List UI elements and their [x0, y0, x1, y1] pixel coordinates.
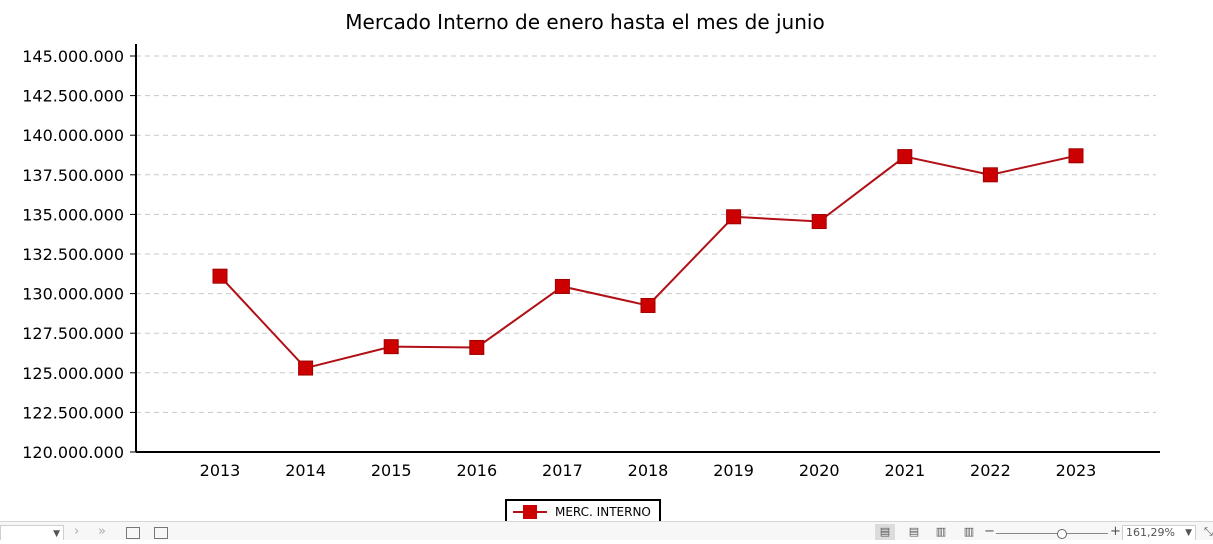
- x-tick-label: 2019: [713, 461, 754, 480]
- zoom-in-icon[interactable]: +: [1110, 524, 1121, 539]
- legend-swatch: [513, 505, 547, 519]
- x-tick-label: 2015: [371, 461, 412, 480]
- duplicate-sheet-icon[interactable]: [154, 524, 170, 540]
- y-tick-label: 135.000.000: [22, 205, 124, 224]
- x-tick-label: 2017: [542, 461, 583, 480]
- y-tick-label: 120.000.000: [22, 443, 124, 462]
- x-tick-label: 2018: [628, 461, 669, 480]
- x-tick-label: 2016: [456, 461, 497, 480]
- y-tick-label: 130.000.000: [22, 285, 124, 304]
- legend: MERC. INTERNO: [505, 499, 661, 523]
- x-tick-label: 2020: [799, 461, 840, 480]
- y-tick-label: 142.500.000: [22, 87, 124, 106]
- zoom-slider[interactable]: [996, 524, 1108, 540]
- chevron-down-icon: ▼: [53, 529, 60, 539]
- data-point-2018: [640, 297, 656, 313]
- grid-lines: [136, 55, 1156, 413]
- series-merc-interno: [212, 148, 1084, 376]
- x-tick-label: 2022: [970, 461, 1011, 480]
- status-bar: ▼ › » ▤ ▤ ▥ ▥ − + 161,29% ▼ ⤡: [0, 521, 1213, 540]
- y-axis-tick-labels: 120.000.000 122.500.000 125.000.000 127.500…: [22, 47, 136, 462]
- data-point-2021: [897, 149, 913, 165]
- zoom-level-value: 161,29%: [1126, 526, 1175, 539]
- x-tick-label: 2014: [285, 461, 326, 480]
- y-tick-label: 122.500.000: [22, 403, 124, 422]
- y-tick-label: 127.500.000: [22, 324, 124, 343]
- book-view-icon[interactable]: ▥: [963, 525, 975, 538]
- x-tick-label: 2013: [200, 461, 241, 480]
- data-point-2020: [811, 214, 827, 230]
- zoom-level-select[interactable]: 161,29% ▼: [1122, 525, 1196, 540]
- y-tick-label: 132.500.000: [22, 245, 124, 264]
- web-view-icon[interactable]: ▤: [908, 525, 920, 538]
- data-point-2023: [1068, 148, 1084, 164]
- x-tick-label: 2021: [884, 461, 925, 480]
- y-tick-label: 125.000.000: [22, 364, 124, 383]
- line-chart: Mercado Interno de enero hasta el mes de…: [22, 10, 1160, 480]
- series-line: [219, 154, 1077, 370]
- sheet-select[interactable]: ▼: [0, 525, 64, 540]
- normal-view-icon[interactable]: ▤: [875, 524, 895, 540]
- x-tick-label: 2023: [1056, 461, 1097, 480]
- chart-area: Mercado Interno de enero hasta el mes de…: [22, 10, 1160, 480]
- zoom-out-icon[interactable]: −: [984, 524, 995, 539]
- zoom-slider-handle[interactable]: [1057, 529, 1067, 539]
- chart-title: Mercado Interno de enero hasta el mes de…: [345, 10, 824, 34]
- y-tick-label: 145.000.000: [22, 47, 124, 66]
- legend-label: MERC. INTERNO: [555, 505, 651, 519]
- resize-icon[interactable]: ⤡: [1204, 525, 1213, 538]
- data-point-2022: [982, 167, 998, 183]
- data-point-2016: [469, 339, 485, 355]
- double-chevron-right-icon[interactable]: »: [98, 524, 106, 539]
- data-point-2013: [212, 268, 228, 284]
- chevron-right-icon[interactable]: ›: [74, 524, 80, 539]
- two-page-view-icon[interactable]: ▥: [935, 525, 947, 538]
- data-point-2019: [726, 209, 742, 225]
- data-point-2015: [383, 339, 399, 355]
- y-tick-label: 140.000.000: [22, 126, 124, 145]
- chevron-down-icon: ▼: [1185, 528, 1192, 538]
- insert-sheet-icon[interactable]: [126, 524, 142, 540]
- data-point-2017: [554, 278, 570, 294]
- x-axis-tick-labels: 2013 2014 2015 2016 2017 2018 2019 2020 2021 2022…: [200, 461, 1097, 480]
- data-point-2014: [298, 360, 314, 376]
- y-tick-label: 137.500.000: [22, 166, 124, 185]
